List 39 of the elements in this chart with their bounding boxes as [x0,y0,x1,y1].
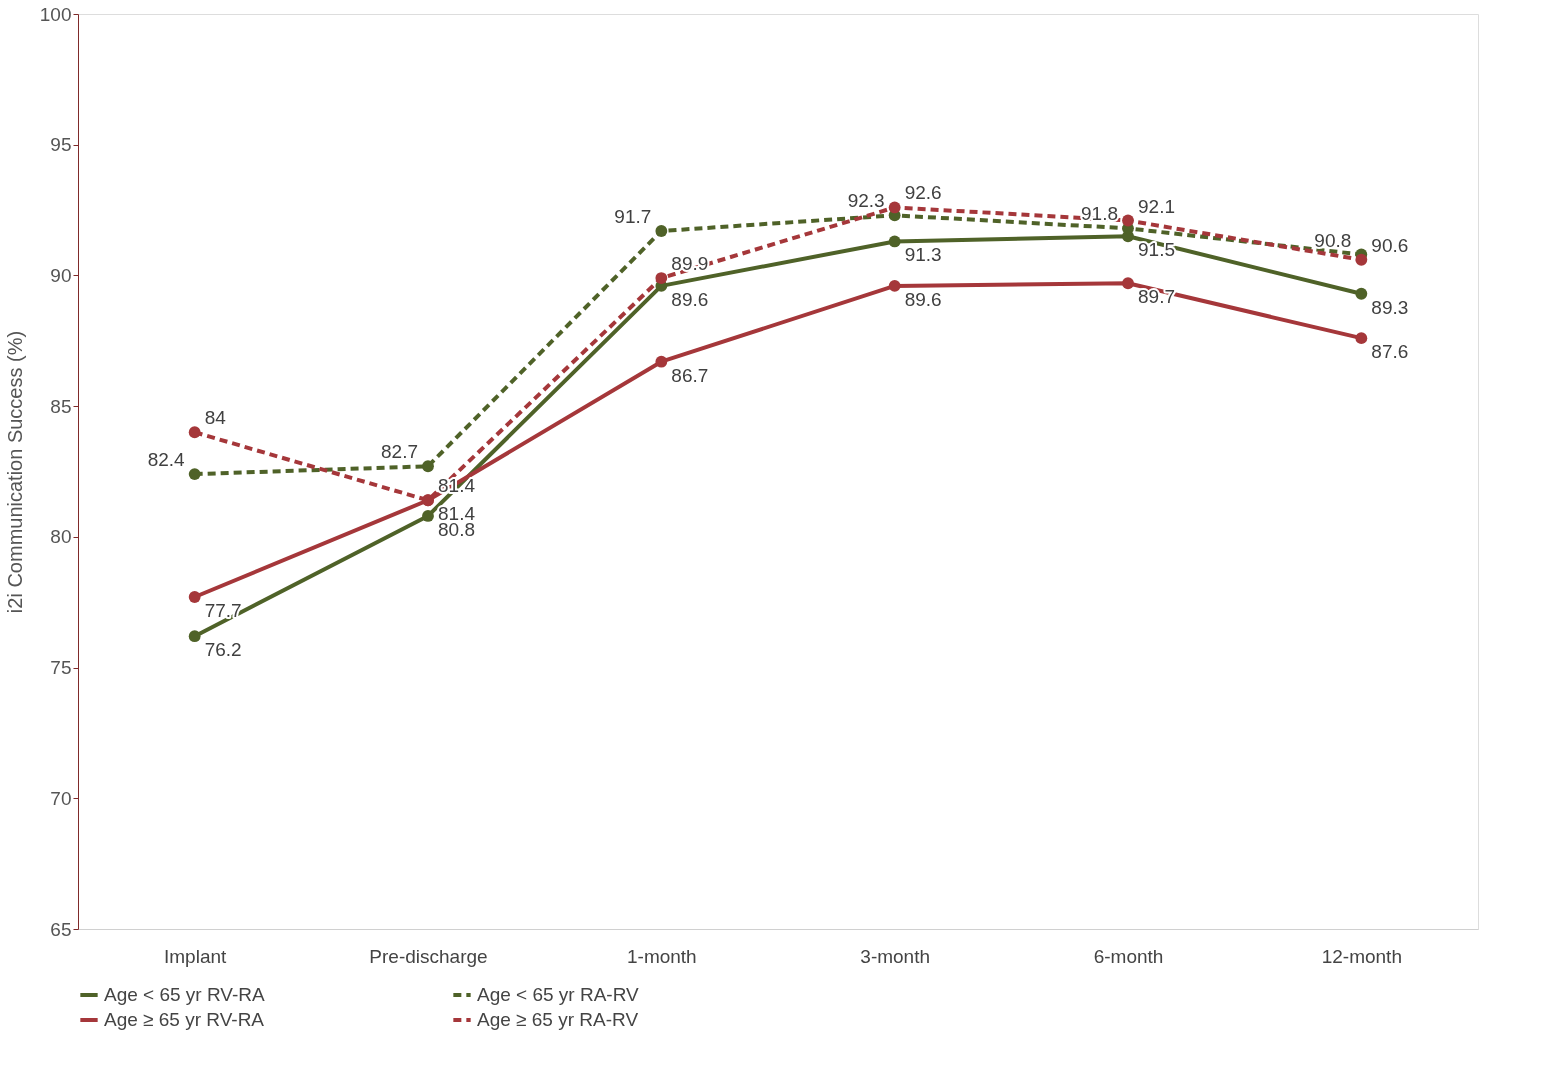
data-label: 82.7 [381,441,418,463]
data-label: 77.7 [204,599,242,621]
y-tick-label: 90 [50,264,72,286]
y-tick-label: 100 [39,3,72,25]
data-label: 90.8 [1314,229,1352,251]
data-label: 92.6 [904,182,942,204]
y-tick-label: 70 [50,787,72,809]
x-tick-label: 12-month [1321,945,1402,967]
y-tick-label: 85 [50,395,72,417]
data-label: 84 [204,407,227,429]
x-tick-label: 1-month [626,945,697,967]
x-tick-label: Implant [164,945,228,967]
x-tick-label: Pre-discharge [369,945,488,967]
data-label: 89.7 [1138,286,1175,308]
data-label: 90.6 [1371,234,1409,256]
y-tick-label: 75 [50,657,72,679]
data-label: 89.6 [671,288,709,310]
y-tick-label: 80 [50,526,72,548]
data-label: 92.1 [1138,195,1175,217]
legend-label: Age ≥ 65 yr RA-RV [477,1009,639,1030]
x-tick-label: 3-month [860,945,931,967]
legend-label: Age < 65 yr RV-RA [104,984,266,1005]
data-label: 82.4 [147,449,186,471]
y-tick-label: 65 [50,918,72,940]
data-label: 92.3 [847,190,885,212]
legend-label: Age < 65 yr RA-RV [477,984,640,1005]
data-label: 89.9 [671,253,709,275]
y-axis-title: i2i Communication Success (%) [3,330,26,614]
data-label: 87.6 [1371,341,1409,363]
y-tick-label: 95 [50,134,72,156]
data-label: 91.3 [904,244,942,266]
data-label: 76.2 [204,639,242,661]
x-tick-label: 6-month [1093,945,1164,967]
data-label: 91.7 [614,205,652,227]
data-label: 86.7 [671,364,709,386]
data-label: 89.3 [1371,296,1409,318]
legend-label: Age ≥ 65 yr RV-RA [104,1009,265,1030]
data-label: 89.6 [904,288,942,310]
data-label: 91.5 [1138,239,1175,261]
